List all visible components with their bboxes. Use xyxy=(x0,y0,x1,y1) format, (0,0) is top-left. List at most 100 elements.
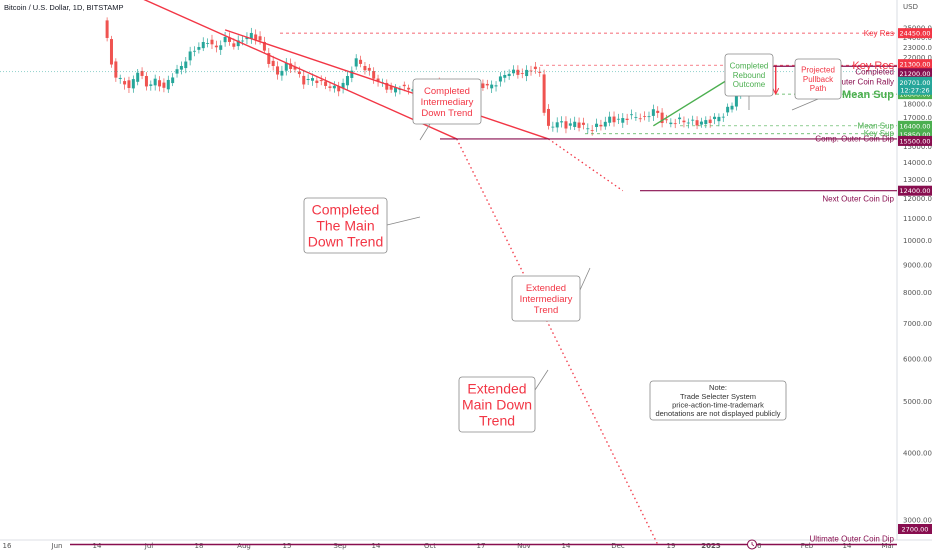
level-name: Mean Sup xyxy=(858,121,895,130)
candle-body xyxy=(555,122,559,128)
x-tick-label: 16 xyxy=(3,542,12,550)
callout-pointer xyxy=(419,123,431,141)
x-tick-label: 18 xyxy=(195,542,204,550)
x-tick-label: 14 xyxy=(843,542,852,550)
callout-extended_intermediary[interactable] xyxy=(511,275,581,322)
candle-body xyxy=(219,45,223,50)
candle-body xyxy=(345,76,349,86)
candle-body xyxy=(669,122,673,125)
y-tick-label: 4000.00 xyxy=(903,450,932,458)
candle-body xyxy=(402,84,406,87)
callout-extended_main[interactable] xyxy=(458,376,536,433)
callout-text: Trend xyxy=(479,413,515,429)
callout-text: Completed xyxy=(424,86,470,97)
price-label-box xyxy=(898,28,932,39)
x-tick-label: Oct xyxy=(424,542,436,550)
candle-body xyxy=(533,66,537,70)
callout-text: Main Down xyxy=(462,396,532,412)
callout-pointer xyxy=(791,98,819,111)
candle-body xyxy=(184,61,188,69)
candle-body xyxy=(214,45,218,48)
level-name: Key Sup xyxy=(864,129,895,138)
callout-text: Note: xyxy=(709,383,727,392)
candle-body xyxy=(595,123,599,127)
pullback-arrowhead xyxy=(772,87,780,96)
callout-rebound[interactable] xyxy=(724,53,774,97)
level-name: Outer Coin Rally xyxy=(835,77,894,86)
x-tick-label: 2023 xyxy=(701,542,721,550)
candle-body xyxy=(385,82,389,90)
callout-text: Intermediary xyxy=(520,294,573,305)
candle-body xyxy=(123,81,127,85)
candle-body xyxy=(109,39,113,65)
callout-text: Rebound xyxy=(733,71,765,80)
candle-body xyxy=(498,76,502,82)
candle-body xyxy=(223,36,227,43)
trend-line xyxy=(143,0,457,140)
candle-body xyxy=(144,75,148,87)
candle-body xyxy=(149,84,153,86)
level-name: Completed xyxy=(855,67,894,76)
price-label-box xyxy=(898,129,932,140)
callout-completed_intermediary[interactable] xyxy=(412,78,482,125)
level-name: Next Outer Coin Dip xyxy=(822,195,894,204)
candle-body xyxy=(734,95,738,107)
callout-note[interactable] xyxy=(649,380,787,421)
price-label-box xyxy=(898,120,932,131)
callout-text: The Main xyxy=(316,217,374,233)
candle-body xyxy=(210,39,214,45)
callout-completed_main[interactable] xyxy=(303,197,388,254)
x-tick-label: Mar xyxy=(881,542,894,550)
y-tick-label: 11000.00 xyxy=(903,215,932,223)
price-label-box xyxy=(898,135,932,146)
candle-body xyxy=(367,67,371,71)
candle-body xyxy=(656,110,660,113)
candle-body xyxy=(105,20,109,38)
current-price-value: 20701.00 xyxy=(899,79,930,87)
candle-body xyxy=(564,121,568,129)
x-tick-label: Nov xyxy=(517,542,531,550)
x-tick-label: 16 xyxy=(753,542,762,550)
candle-body xyxy=(140,70,144,76)
candle-body xyxy=(324,81,328,86)
price-label: 24450.00 xyxy=(899,30,930,38)
callout-text: Path xyxy=(810,84,826,93)
price-label-box xyxy=(898,524,932,534)
y-tick-label: 12000.00 xyxy=(903,195,932,203)
candle-body xyxy=(538,71,542,73)
candle-body xyxy=(332,85,336,89)
candle-body xyxy=(328,86,332,88)
candle-body xyxy=(568,123,572,126)
candle-body xyxy=(127,80,131,88)
candle-body xyxy=(651,109,655,116)
x-tick-label: 14 xyxy=(93,542,102,550)
candle-body xyxy=(699,121,703,125)
candle-body xyxy=(490,84,494,89)
x-tick-label: 14 xyxy=(372,542,381,550)
candle-body xyxy=(599,124,603,127)
candle-body xyxy=(398,89,402,91)
candle-body xyxy=(131,79,135,89)
callout-text: Completed xyxy=(730,62,769,71)
candle-body xyxy=(118,77,122,79)
candle-body xyxy=(691,119,695,121)
candle-body xyxy=(158,80,162,87)
clock-hands xyxy=(751,541,755,547)
candle-body xyxy=(551,126,555,128)
candle-body xyxy=(494,85,498,87)
candle-body xyxy=(337,86,341,92)
candle-body xyxy=(542,74,546,113)
candle-body xyxy=(503,74,507,78)
x-tick-label: Feb xyxy=(801,542,814,550)
current-price-box xyxy=(898,76,932,95)
candle-body xyxy=(315,80,319,84)
candle-body xyxy=(341,82,345,89)
candle-body xyxy=(525,69,529,77)
price-label: 15500.00 xyxy=(899,137,930,145)
candle-body xyxy=(612,116,616,123)
candle-body xyxy=(193,50,197,52)
callout-pullback[interactable] xyxy=(794,58,842,100)
level-name: Key Res xyxy=(852,60,894,72)
candle-body xyxy=(136,72,140,82)
